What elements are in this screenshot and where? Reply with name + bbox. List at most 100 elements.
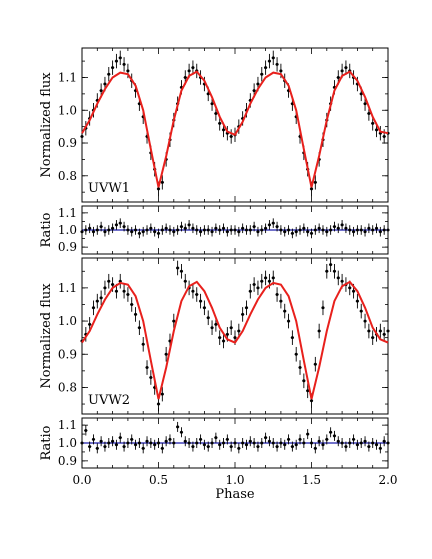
data-point <box>367 441 371 452</box>
panel-label: UVW1 <box>88 181 130 196</box>
data-point <box>313 225 317 235</box>
data-point <box>103 280 107 296</box>
data-point <box>122 57 126 72</box>
data-point <box>321 439 325 450</box>
model-curve <box>81 70 389 188</box>
data-point <box>344 441 348 452</box>
data-point <box>210 226 214 237</box>
data-point <box>374 439 379 450</box>
data-point <box>237 443 241 454</box>
data-point <box>156 228 161 239</box>
data-point <box>210 320 214 336</box>
data-point <box>256 226 260 237</box>
data-point <box>95 293 99 309</box>
data-point <box>195 287 199 302</box>
data-point <box>225 125 229 141</box>
data-point <box>156 438 161 448</box>
data-point <box>321 300 325 316</box>
data-point <box>91 300 96 316</box>
data-point <box>107 273 111 289</box>
model-curve <box>81 280 389 400</box>
data-point <box>275 287 279 302</box>
data-point <box>160 225 164 235</box>
data-point <box>206 225 210 235</box>
data-point <box>325 263 329 279</box>
data-point <box>267 436 272 447</box>
x-tick-label: 2.0 <box>378 473 397 487</box>
data-point <box>221 333 226 349</box>
data-point <box>290 228 294 239</box>
data-point <box>252 221 256 232</box>
data-point <box>306 429 310 440</box>
y-axis-label: Normalized flux <box>39 283 54 389</box>
y-tick-label: 0.9 <box>58 136 77 150</box>
data-point <box>130 434 134 445</box>
panel-uvw2-ratio: 0.9 1.0 1.1 Ratio <box>39 417 390 469</box>
data-point <box>153 226 157 237</box>
data-point <box>378 323 382 339</box>
data-point <box>91 226 96 237</box>
data-point <box>317 323 321 339</box>
data-point <box>221 223 226 234</box>
data-point <box>241 438 245 448</box>
data-point <box>233 438 237 448</box>
data-point <box>367 323 371 339</box>
data-point <box>145 360 149 375</box>
data-point <box>99 436 103 447</box>
data-point <box>371 438 375 448</box>
data-point <box>202 225 206 235</box>
data-point <box>252 277 256 292</box>
data-point <box>179 263 184 279</box>
data-point <box>244 225 249 235</box>
data-point <box>363 436 367 447</box>
data-point <box>164 223 168 234</box>
data-point <box>306 383 310 399</box>
data-point <box>141 226 145 237</box>
data-point <box>359 303 363 319</box>
data-point <box>329 257 333 272</box>
data-point <box>317 223 321 234</box>
data-point <box>294 226 298 237</box>
y-tick-label: 1.0 <box>58 223 77 237</box>
data-point <box>382 225 386 235</box>
y-tick-label: 0.9 <box>58 347 77 361</box>
y-axis-label: Ratio <box>39 212 54 247</box>
data-point <box>294 439 298 450</box>
data-point <box>214 432 218 443</box>
data-point <box>225 434 229 445</box>
data-point <box>153 439 157 450</box>
panel-uvw2-flux: 0.8 0.9 1.0 1.1 Normalized flux UVW2 <box>39 257 390 415</box>
data-point <box>344 60 348 75</box>
data-point <box>336 436 340 447</box>
data-point <box>187 220 191 230</box>
data-point <box>229 441 233 452</box>
data-point <box>137 438 141 448</box>
data-point <box>107 438 111 448</box>
data-point <box>122 441 126 452</box>
data-point <box>286 313 291 329</box>
data-point <box>133 225 138 235</box>
data-point <box>355 225 359 235</box>
data-point <box>187 438 191 448</box>
data-point <box>340 438 344 448</box>
data-point <box>271 438 275 448</box>
data-point <box>363 226 367 237</box>
data-point <box>88 441 92 452</box>
data-point <box>309 228 314 239</box>
data-point <box>202 439 206 450</box>
data-point <box>279 438 283 448</box>
data-point <box>382 327 386 342</box>
data-point <box>286 225 291 235</box>
data-point <box>313 175 317 190</box>
data-point <box>359 438 363 448</box>
data-point <box>183 273 187 289</box>
data-point <box>80 226 84 237</box>
data-point <box>118 273 122 289</box>
data-point <box>118 432 122 443</box>
data-point <box>241 223 245 234</box>
data-point <box>382 436 386 447</box>
data-point <box>260 225 264 235</box>
data-point <box>340 220 344 230</box>
data-point <box>179 221 184 232</box>
